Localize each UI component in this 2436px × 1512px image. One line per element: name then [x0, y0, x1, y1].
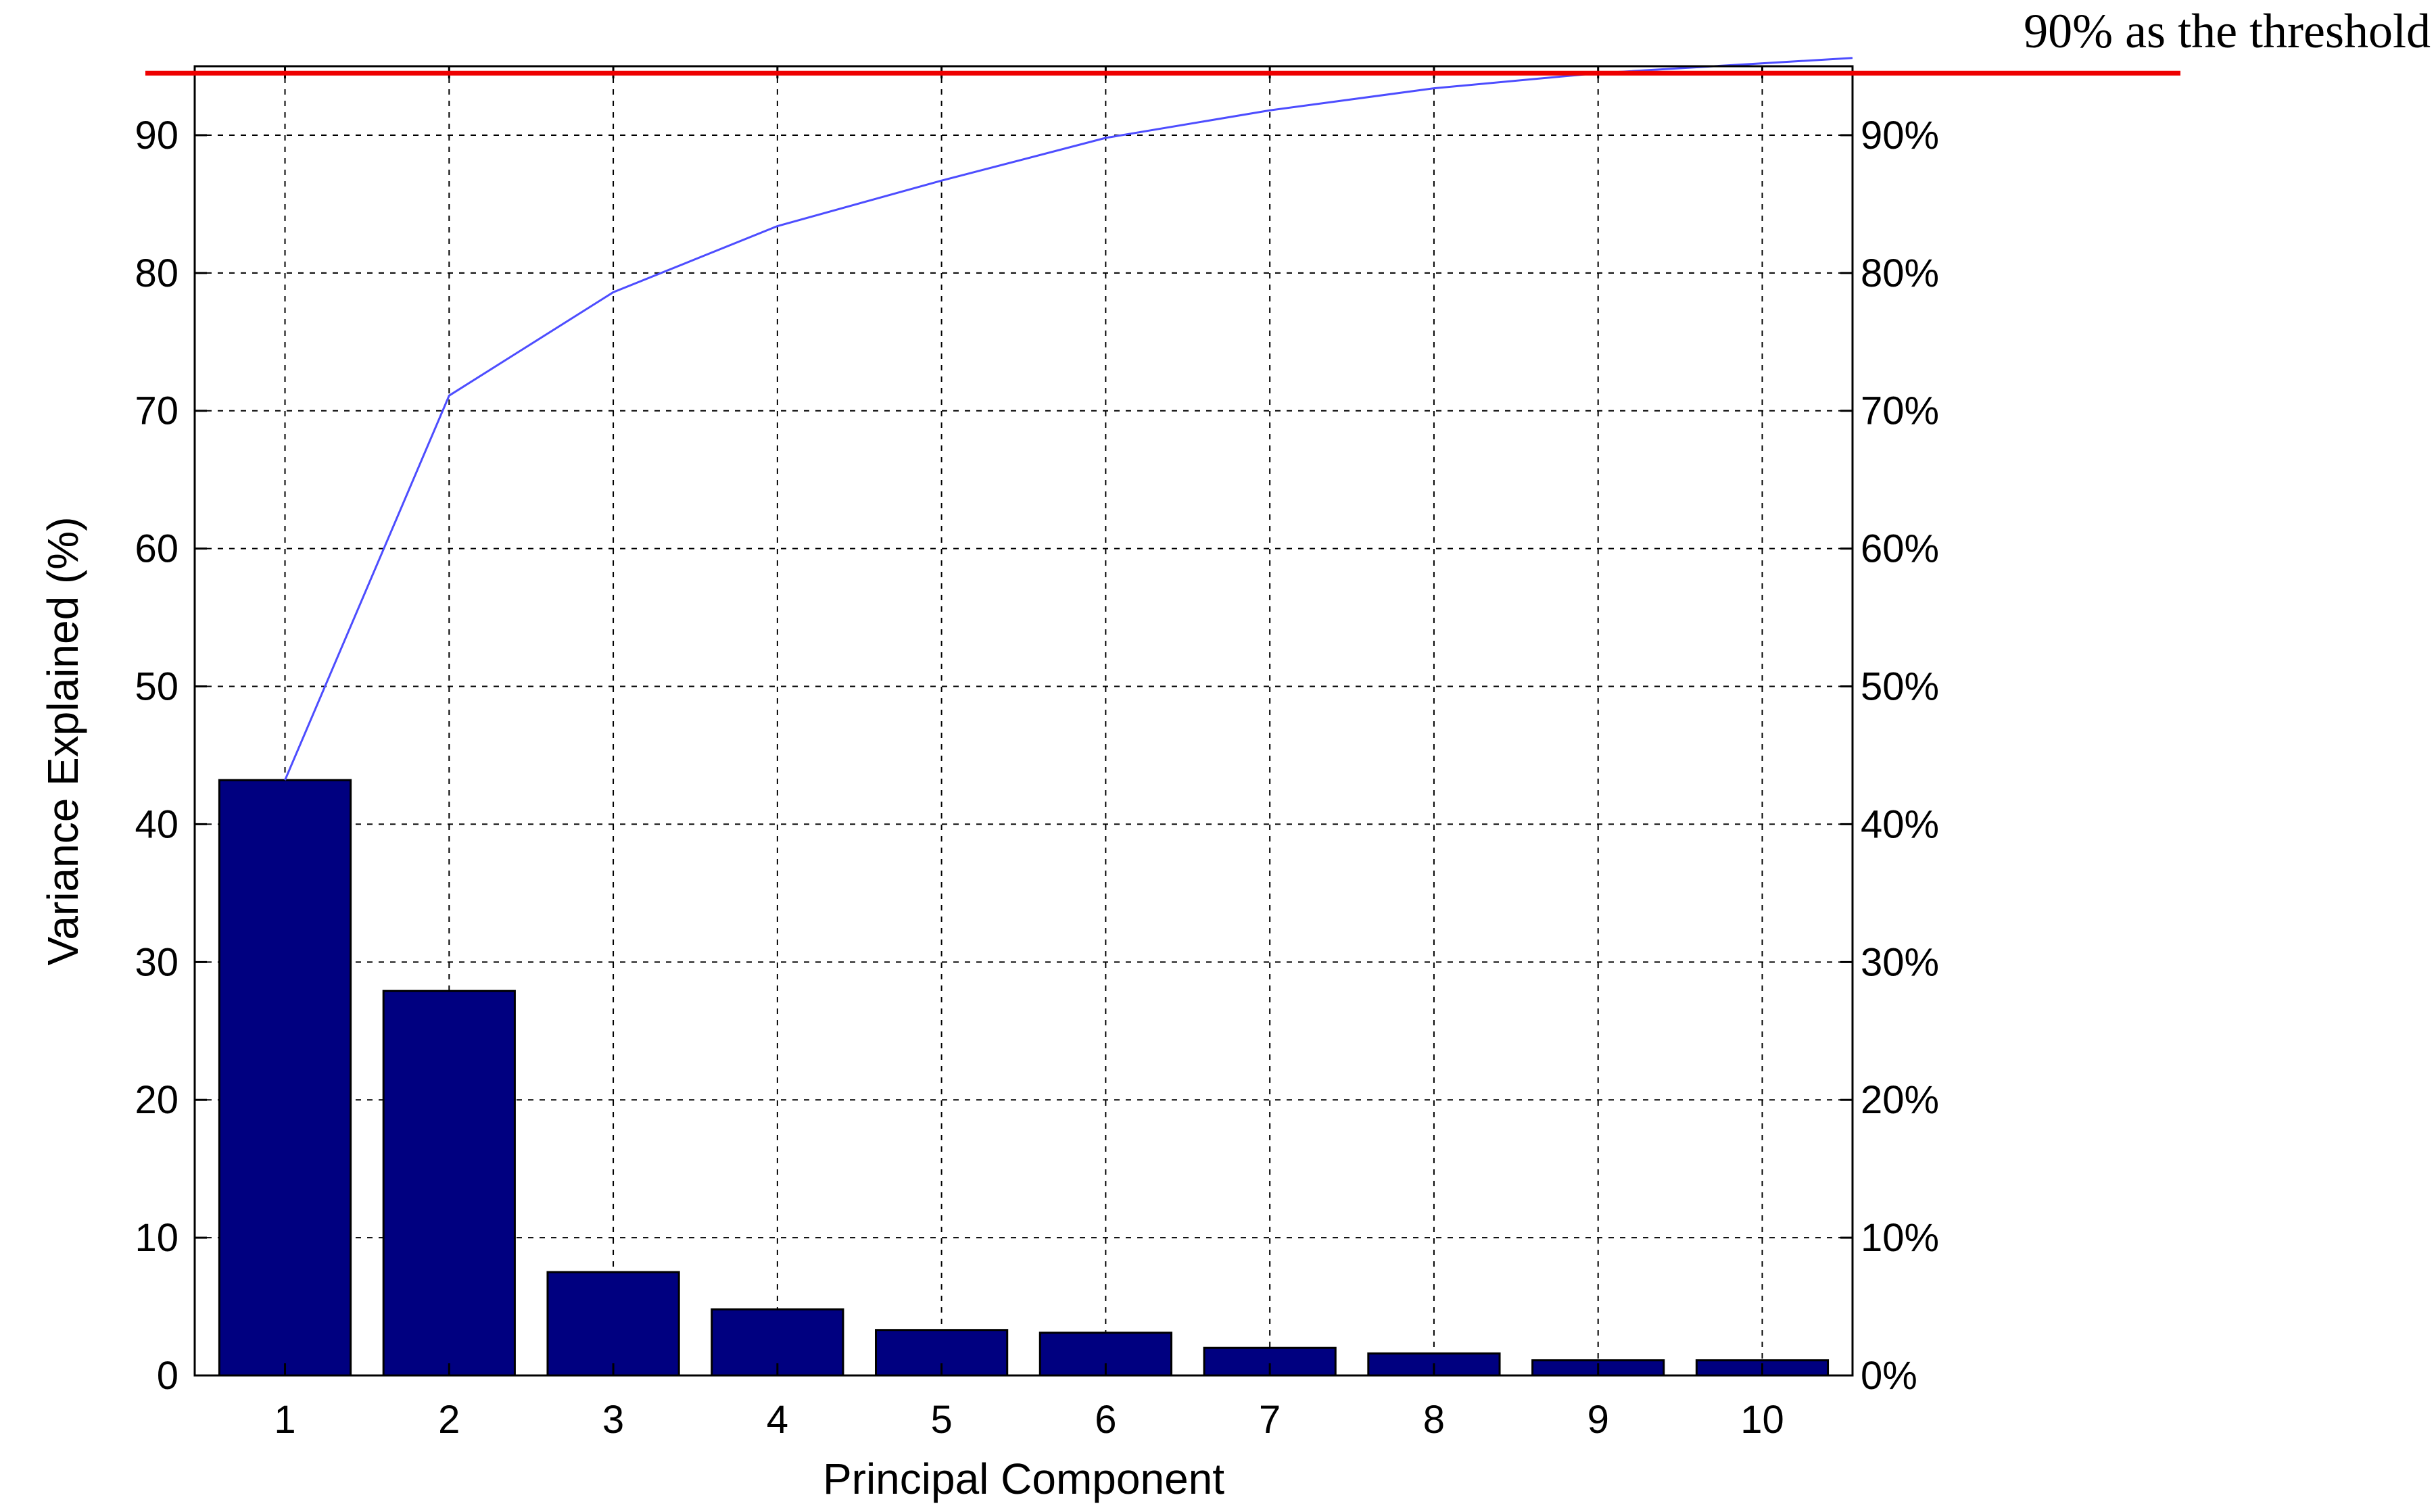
plot-frame — [193, 65, 1854, 1377]
threshold-annotation: 90% as the threshold — [2024, 4, 2431, 58]
x-tick-label: 5 — [930, 1398, 952, 1442]
x-tick-label: 6 — [1095, 1398, 1116, 1442]
y-tick-label-left: 10 — [135, 1216, 178, 1260]
y-tick-label-right: 20% — [1861, 1078, 1939, 1122]
y-tick-label-right: 60% — [1861, 527, 1939, 571]
tick-labels: 1 2 3 4 5 6 7 8 9 10 0 0% 10 10% 20 20% 30 30% 40 40% 50 50% 6… — [135, 114, 1939, 1442]
x-tick-label: 10 — [1740, 1398, 1784, 1442]
y-tick-label-right: 10% — [1861, 1216, 1939, 1260]
bars — [218, 779, 1830, 1377]
y-tick-label-left: 50 — [135, 665, 178, 709]
y-tick-label-left: 60 — [135, 527, 178, 571]
y-tick-label-left: 20 — [135, 1078, 178, 1122]
cumulative-line — [284, 57, 1853, 781]
y-tick-label-left: 30 — [135, 940, 178, 984]
axis-ticks — [195, 66, 1853, 1377]
x-tick-label: 4 — [767, 1398, 788, 1442]
x-tick-label: 2 — [438, 1398, 460, 1442]
y-tick-label-left: 0 — [157, 1354, 178, 1398]
cumulative-series-line — [284, 57, 1853, 781]
y-tick-label-left: 40 — [135, 802, 178, 846]
x-tick-label: 7 — [1259, 1398, 1281, 1442]
bar — [382, 990, 516, 1377]
y-tick-label-right: 0% — [1861, 1354, 1917, 1398]
y-tick-label-right: 90% — [1861, 114, 1939, 157]
y-tick-label-left: 90 — [135, 114, 178, 157]
y-axis-title: Variance Explained (%) — [39, 516, 87, 965]
bar — [546, 1271, 680, 1377]
bar — [218, 779, 352, 1377]
y-tick-label-left: 80 — [135, 251, 178, 295]
x-tick-label: 3 — [602, 1398, 624, 1442]
y-tick-label-right: 40% — [1861, 802, 1939, 846]
y-tick-label-left: 70 — [135, 389, 178, 433]
y-tick-label-right: 30% — [1861, 940, 1939, 984]
x-axis-title: Principal Component — [823, 1455, 1224, 1503]
x-tick-label: 9 — [1587, 1398, 1609, 1442]
y-tick-label-right: 50% — [1861, 665, 1939, 709]
x-tick-label: 8 — [1423, 1398, 1445, 1442]
y-tick-label-right: 70% — [1861, 389, 1939, 433]
x-tick-label: 1 — [274, 1398, 295, 1442]
y-tick-label-right: 80% — [1861, 251, 1939, 295]
